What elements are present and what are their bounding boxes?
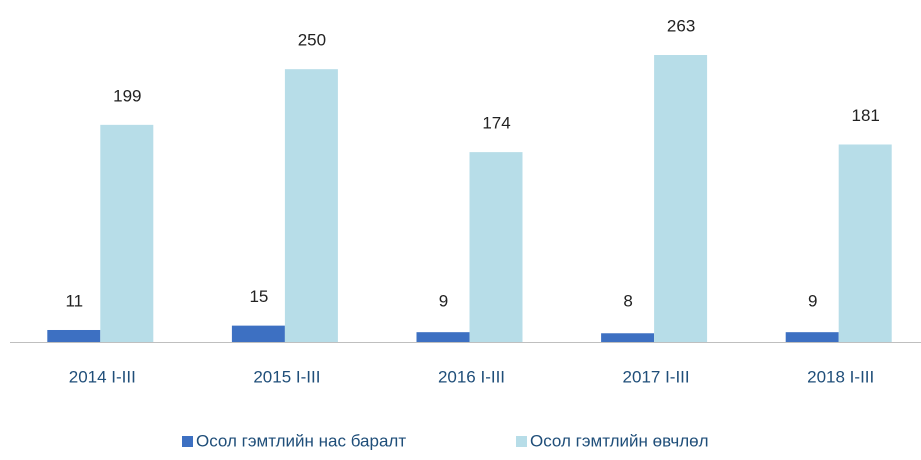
bar xyxy=(469,152,523,342)
data-label: 250 xyxy=(298,31,326,50)
data-label: 9 xyxy=(439,291,448,310)
data-label: 181 xyxy=(852,106,880,125)
legend-swatch xyxy=(516,436,527,447)
bar xyxy=(785,332,839,342)
data-label: 199 xyxy=(113,86,141,105)
bar xyxy=(100,124,154,342)
data-label: 9 xyxy=(808,291,817,310)
data-label: 174 xyxy=(482,114,510,133)
data-label: 263 xyxy=(667,16,695,35)
legend-swatch xyxy=(182,436,193,447)
bar xyxy=(47,329,101,342)
x-tick-label: 2014 I-III xyxy=(69,367,136,386)
x-tick-label: 2015 I-III xyxy=(253,367,320,386)
data-label: 15 xyxy=(249,287,268,306)
data-label: 8 xyxy=(623,291,632,310)
bar xyxy=(416,332,470,342)
legend-label: Осол гэмтлийн нас баралт xyxy=(196,431,406,450)
x-tick-label: 2018 I-III xyxy=(807,367,874,386)
bar xyxy=(284,69,338,342)
bar xyxy=(601,333,655,342)
data-label: 11 xyxy=(65,291,83,310)
bar xyxy=(654,55,708,342)
legend-label: Осол гэмтлийн өвчлөл xyxy=(530,431,709,450)
x-tick-label: 2016 I-III xyxy=(438,367,505,386)
x-tick-label: 2017 I-III xyxy=(623,367,690,386)
bar xyxy=(231,325,285,342)
bar xyxy=(838,144,892,342)
